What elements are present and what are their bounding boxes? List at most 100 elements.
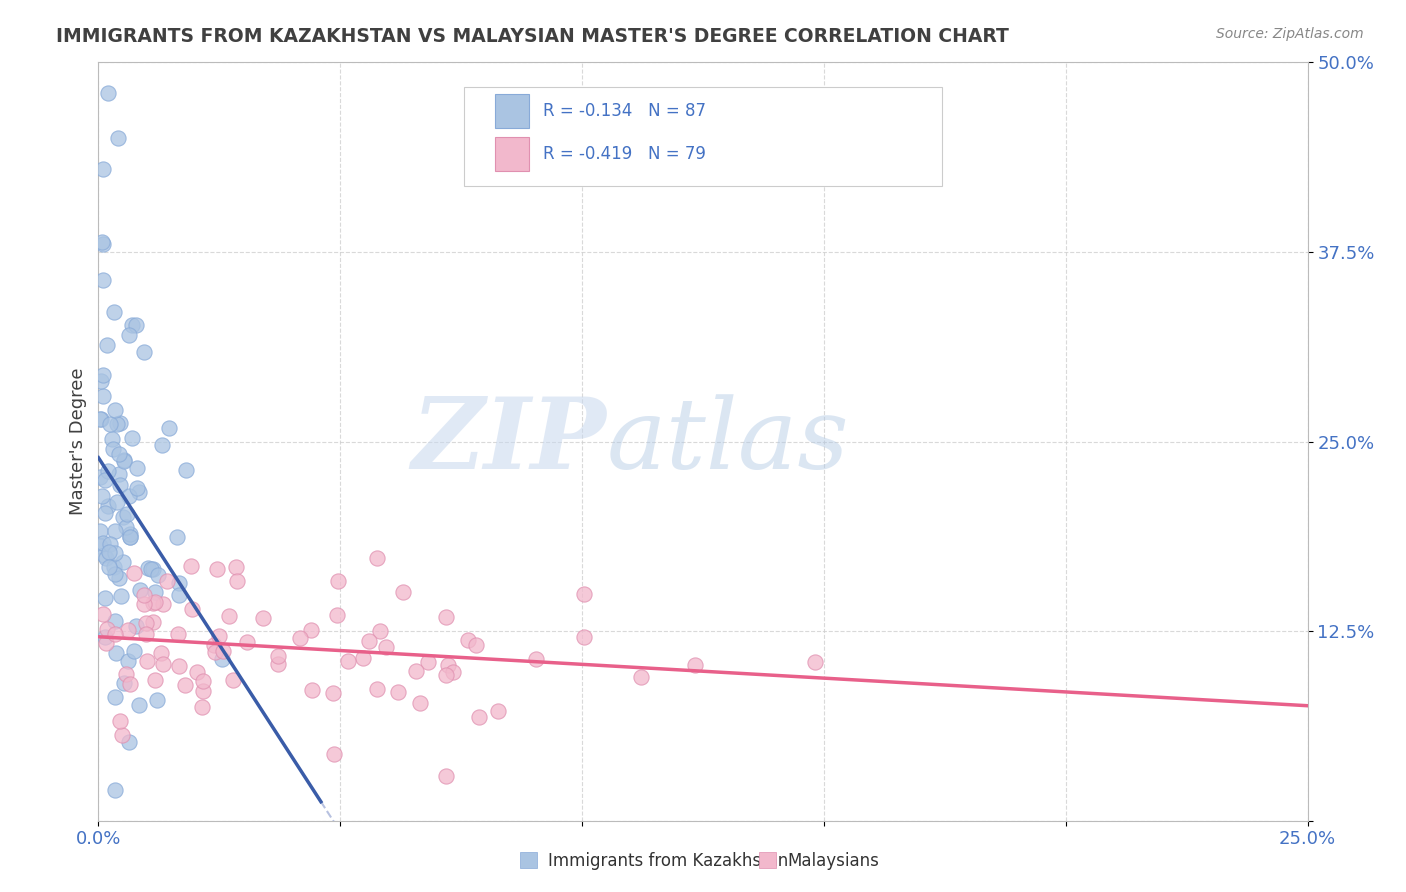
Point — [572, 587, 595, 601]
Point — [107, 571, 129, 585]
Point — [146, 692, 169, 706]
Point — [630, 670, 652, 684]
Point — [132, 344, 155, 359]
Point — [104, 690, 127, 705]
Point — [328, 574, 350, 588]
Point — [132, 597, 155, 611]
Point — [118, 530, 141, 544]
Point — [416, 655, 439, 669]
Point — [141, 562, 163, 576]
Point — [166, 627, 188, 641]
Point — [104, 783, 127, 797]
Point — [97, 86, 120, 100]
Point — [105, 495, 128, 509]
Point — [128, 698, 150, 712]
Point — [174, 463, 197, 477]
Point — [208, 628, 231, 642]
Point — [301, 683, 323, 698]
Point — [93, 473, 115, 487]
Point — [121, 318, 143, 332]
Point — [387, 685, 409, 699]
Point — [118, 327, 141, 342]
Point — [111, 728, 134, 742]
Point — [156, 574, 179, 589]
Point — [94, 636, 117, 650]
Text: atlas: atlas — [606, 394, 849, 489]
Point — [252, 611, 274, 625]
Point — [408, 697, 430, 711]
Point — [142, 596, 165, 610]
Point — [91, 161, 114, 176]
Point — [115, 667, 138, 681]
Point — [124, 566, 146, 580]
Point — [136, 561, 159, 575]
Point — [437, 657, 460, 672]
Point — [112, 510, 135, 524]
Point — [468, 710, 491, 724]
Point — [115, 507, 138, 521]
Point — [392, 585, 415, 599]
Point — [143, 594, 166, 608]
Text: Immigrants from Kazakhstan: Immigrants from Kazakhstan — [548, 852, 789, 870]
Point — [218, 608, 240, 623]
Point — [202, 638, 225, 652]
Text: Source: ZipAtlas.com: Source: ZipAtlas.com — [1216, 27, 1364, 41]
Point — [366, 681, 388, 696]
Point — [152, 657, 174, 671]
Point — [135, 626, 157, 640]
Point — [323, 747, 346, 761]
Point — [169, 659, 191, 673]
Point — [110, 589, 132, 603]
Point — [226, 574, 249, 588]
Point — [107, 131, 129, 145]
Point — [117, 624, 139, 638]
Point — [96, 338, 118, 352]
Point — [173, 678, 195, 692]
Text: Malaysians: Malaysians — [787, 852, 879, 870]
Point — [104, 403, 127, 417]
Point — [94, 551, 117, 566]
Point — [103, 305, 125, 319]
Point — [89, 412, 111, 426]
Point — [108, 447, 131, 461]
Point — [125, 318, 148, 332]
Point — [90, 489, 112, 503]
Point — [90, 411, 112, 425]
Point — [211, 643, 233, 657]
Point — [111, 555, 134, 569]
Point — [152, 597, 174, 611]
Point — [150, 438, 173, 452]
Point — [205, 561, 228, 575]
Point — [149, 646, 172, 660]
Point — [110, 478, 132, 492]
Point — [267, 648, 290, 663]
Point — [91, 235, 114, 249]
Point — [145, 673, 167, 687]
Point — [89, 539, 111, 553]
Text: R = -0.134   N = 87: R = -0.134 N = 87 — [543, 102, 706, 120]
Point — [405, 665, 427, 679]
Point — [110, 416, 132, 430]
FancyBboxPatch shape — [464, 87, 942, 186]
Point — [191, 700, 214, 714]
Point — [146, 568, 169, 582]
Point — [127, 481, 149, 495]
Point — [180, 602, 202, 616]
Point — [322, 686, 344, 700]
Point — [142, 562, 165, 576]
Point — [191, 673, 214, 688]
Point — [128, 484, 150, 499]
Point — [204, 645, 226, 659]
Point — [683, 658, 706, 673]
Point — [457, 632, 479, 647]
Point — [103, 560, 125, 574]
Point — [121, 431, 143, 445]
Point — [366, 550, 388, 565]
Point — [117, 654, 139, 668]
Text: ZIP: ZIP — [412, 393, 606, 490]
Point — [325, 608, 347, 623]
Point — [118, 530, 141, 544]
Y-axis label: Master's Degree: Master's Degree — [69, 368, 87, 516]
Bar — [495, 137, 529, 171]
Point — [157, 421, 180, 435]
